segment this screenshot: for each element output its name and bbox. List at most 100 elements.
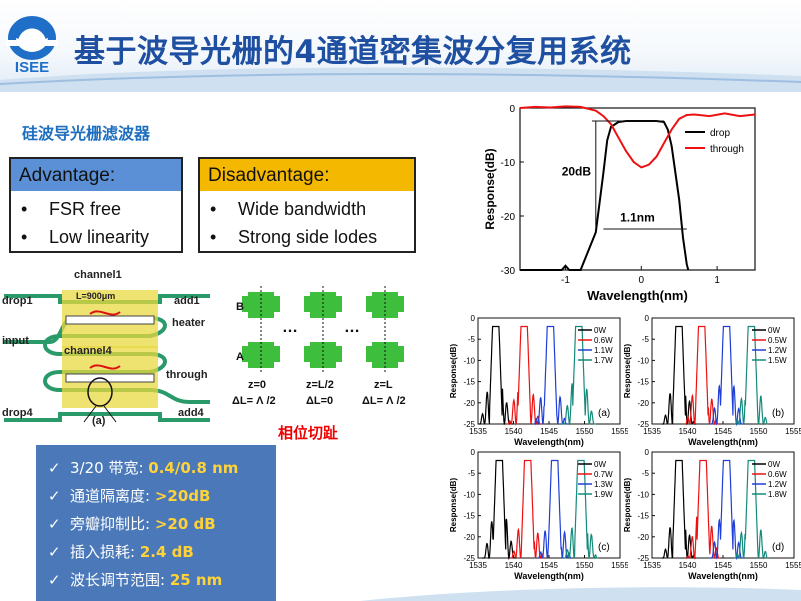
- label-input: input: [2, 335, 29, 347]
- y-tick-label: -5: [468, 469, 476, 478]
- light-path-arrow-4: [89, 364, 121, 370]
- legend-label-through: through: [710, 144, 744, 155]
- detail-circle: [87, 377, 113, 407]
- label-b: B: [236, 301, 244, 313]
- advantage-item: • FSR free: [21, 199, 122, 219]
- isee-logo: ISEE: [6, 16, 58, 76]
- y-axis-label: Response(dB): [623, 478, 632, 533]
- z-label-1: z=L/2: [306, 379, 334, 391]
- y-tick-label: -30: [501, 266, 516, 277]
- legend-label-0W: 0W: [594, 326, 606, 335]
- x-tick-label: 1535: [643, 561, 661, 570]
- label-add4: add4: [178, 407, 205, 419]
- legend-label-1.1W: 1.1W: [594, 346, 613, 355]
- y-tick-label: -5: [468, 335, 476, 344]
- y-tick-label: -25: [637, 554, 649, 563]
- x-tick-label: 1545: [714, 427, 732, 436]
- series-line-drop: [520, 120, 690, 271]
- x-tick-label: 0: [639, 275, 645, 286]
- legend-label-1.7W: 1.7W: [594, 356, 613, 365]
- y-tick-label: -20: [501, 212, 516, 223]
- y-tick-label: -25: [463, 420, 475, 429]
- disadvantage-header: Disadvantage:: [200, 159, 414, 191]
- tuning-chart-a: 1535 1540 1545 1550 1555 0 -5 -10 -15 -20 -25 Wavel…: [449, 314, 628, 447]
- series-line-1.3W: [537, 459, 572, 559]
- label-a: A: [236, 351, 244, 363]
- x-tick-label: 1535: [643, 427, 661, 436]
- y-axis-label: Response(dB): [483, 148, 497, 229]
- advantage-item: • Low linearity: [21, 227, 150, 247]
- x-axis-label: Wavelength(nm): [688, 437, 758, 447]
- y-tick-label: -20: [637, 399, 649, 408]
- series-line-1.2W: [709, 459, 744, 561]
- y-tick-label: -20: [463, 533, 475, 542]
- legend-label-1.8W: 1.8W: [768, 490, 787, 499]
- footer-swoosh: [360, 587, 801, 601]
- series-line-1.7W: [561, 325, 596, 426]
- x-tick-label: 1550: [576, 427, 594, 436]
- x-tick-label: 1545: [540, 561, 558, 570]
- x-tick-label: 1535: [469, 561, 487, 570]
- dl-label-0: ΔL= Λ /2: [232, 395, 276, 407]
- legend-label-1.5W: 1.5W: [768, 356, 787, 365]
- series-line-1.2W: [709, 325, 744, 427]
- advantage-header: Advantage:: [11, 159, 181, 191]
- panel-label: (b): [772, 408, 784, 419]
- x-tick-label: 1535: [469, 427, 487, 436]
- dl-label-1: ΔL=0: [306, 395, 333, 407]
- label-heater: heater: [172, 317, 206, 329]
- series-line-0W: [482, 459, 517, 561]
- x-axis-label: Wavelength(nm): [688, 571, 758, 581]
- legend-label-1.2W: 1.2W: [768, 480, 787, 489]
- tuning-chart-c: 1535 1540 1545 1550 1555 0 -5 -10 -15 -20 -25 Wavel…: [449, 448, 628, 581]
- series-line-0.6W: [686, 459, 721, 560]
- y-tick-label: 0: [509, 104, 515, 115]
- label-channel1: channel1: [74, 269, 122, 281]
- legend-label-0W: 0W: [768, 326, 780, 335]
- light-path-arrow-1: [89, 310, 121, 316]
- plot-frame: [519, 107, 756, 271]
- legend-label-0W: 0W: [594, 460, 606, 469]
- annotation-1-1nm: 1.1nm: [620, 210, 655, 224]
- series-line-1.5W: [734, 325, 769, 426]
- y-tick-label: -25: [463, 554, 475, 563]
- summary-row: ✓ 波长调节范围: 25 nm: [48, 571, 223, 589]
- y-tick-label: 0: [471, 314, 476, 323]
- summary-box: ✓ 3/20 带宽: 0.4/0.8 nm ✓ 通道隔离度: >20dB ✓ 旁瓣抑制…: [36, 445, 276, 601]
- x-tick-label: 1: [714, 275, 720, 286]
- series-line-through: [519, 105, 756, 169]
- x-tick-label: 1555: [785, 427, 801, 436]
- legend-label-1.2W: 1.2W: [768, 346, 787, 355]
- y-tick-label: -15: [637, 512, 649, 521]
- y-tick-label: -10: [637, 490, 649, 499]
- label-channel4: channel4: [64, 345, 113, 357]
- disadvantage-box: Disadvantage: • Wide bandwidth • Strong si…: [198, 157, 416, 253]
- y-axis-label: Response(dB): [449, 478, 458, 533]
- section-subtitle: 硅波导光栅滤波器: [22, 124, 151, 143]
- x-tick-label: 1545: [714, 561, 732, 570]
- legend-label-1.3W: 1.3W: [594, 480, 613, 489]
- z-label-2: z=L: [374, 379, 393, 391]
- x-axis-label: Wavelength(nm): [514, 437, 584, 447]
- panel-label: (a): [598, 408, 610, 419]
- logo-text: ISEE: [15, 59, 49, 76]
- y-tick-label: -20: [637, 533, 649, 542]
- tuning-chart-d: 1535 1540 1545 1550 1555 0 -5 -10 -15 -20 -25 Wavel…: [623, 448, 801, 581]
- tuning-chart-b: 1535 1540 1545 1550 1555 0 -5 -10 -15 -20 -25 Wavel…: [623, 314, 801, 447]
- label-through: through: [166, 369, 208, 381]
- y-axis-label: Response(dB): [623, 344, 632, 399]
- panel-label: (c): [598, 542, 610, 553]
- phase-caption: 相位切趾: [278, 424, 339, 442]
- waveguide-diagram: channel1 L=900μm drop1 add1 heater input…: [2, 269, 210, 427]
- y-tick-label: -10: [501, 158, 516, 169]
- x-tick-label: 1540: [505, 427, 523, 436]
- legend-label-drop: drop: [710, 128, 730, 139]
- y-tick-label: -5: [642, 469, 650, 478]
- x-tick-label: 1540: [679, 561, 697, 570]
- series-line-0W: [478, 325, 513, 426]
- page-title: 基于波导光栅的4通道密集波分复用系统: [74, 34, 632, 70]
- y-axis-label: Response(dB): [449, 344, 458, 399]
- series-line-1.8W: [734, 459, 769, 560]
- x-axis-label: Wavelength(nm): [514, 571, 584, 581]
- x-axis-label: Wavelength(nm): [587, 288, 688, 303]
